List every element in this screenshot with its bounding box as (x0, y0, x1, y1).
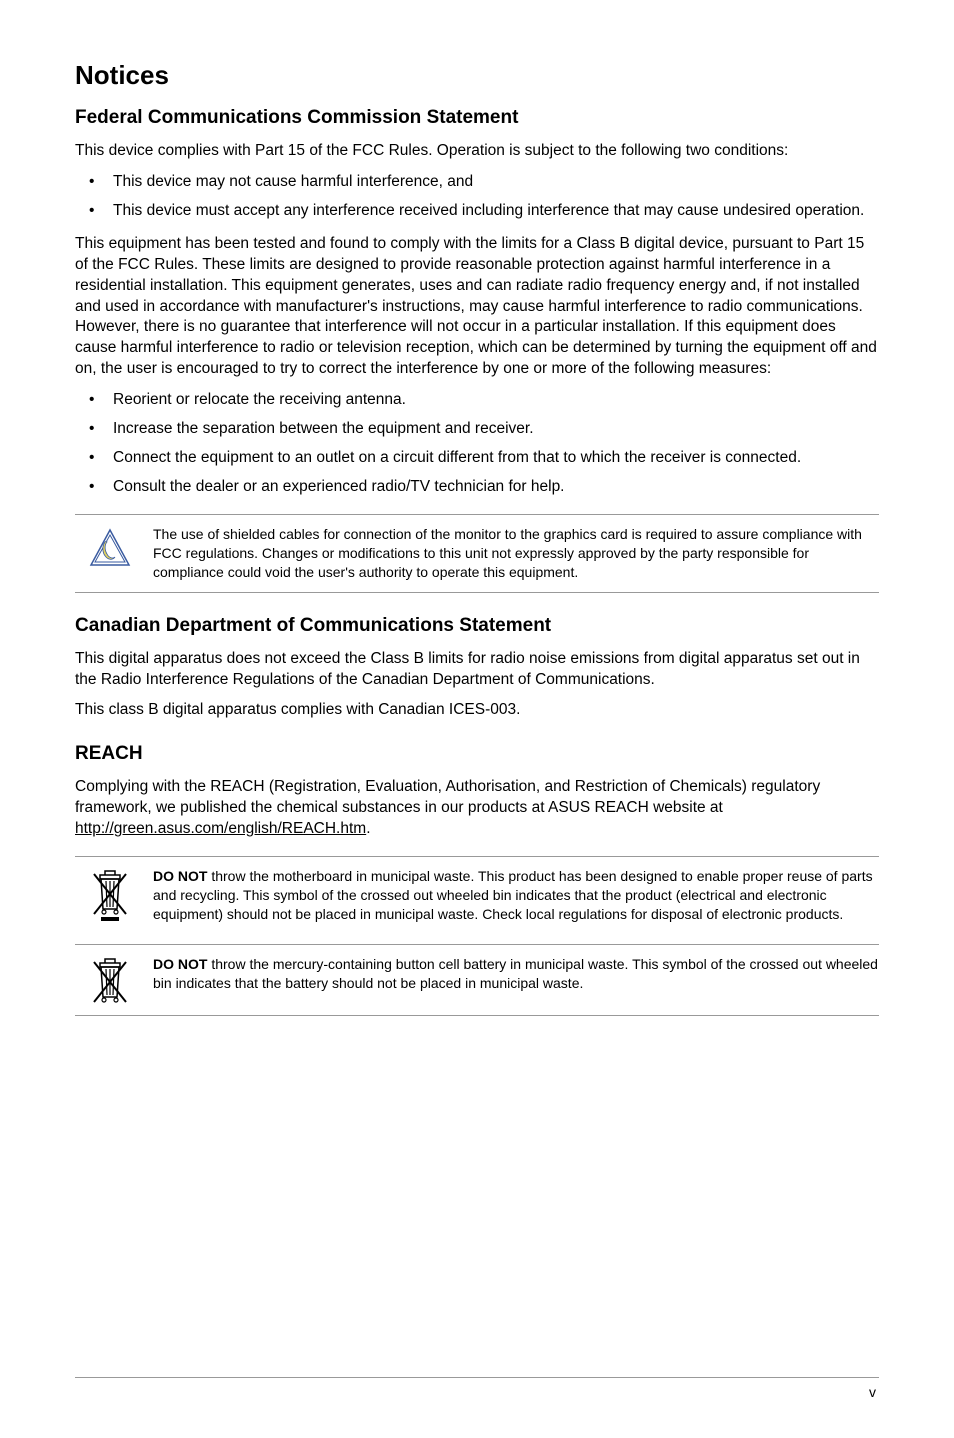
reach-body-prefix: Complying with the REACH (Registration, … (75, 778, 820, 816)
fcc-measures-list: Reorient or relocate the receiving anten… (75, 390, 879, 498)
canadian-heading: Canadian Department of Communications St… (75, 615, 879, 637)
reach-section: REACH Complying with the REACH (Registra… (75, 743, 879, 1015)
callout-rest: throw the mercury-containing button cell… (153, 956, 878, 991)
reach-callout-1-text: DO NOT throw the motherboard in municipa… (145, 867, 879, 924)
warning-icon (75, 525, 145, 569)
weee-bin-icon (75, 867, 145, 921)
footer-rule (75, 1377, 879, 1378)
canadian-p2: This class B digital apparatus complies … (75, 700, 879, 721)
do-not-bold: DO NOT (153, 868, 207, 884)
list-item: Reorient or relocate the receiving anten… (75, 390, 879, 411)
page-number: v (869, 1384, 876, 1400)
list-item: This device may not cause harmful interf… (75, 172, 879, 193)
reach-body-suffix: . (366, 820, 370, 837)
canadian-section: Canadian Department of Communications St… (75, 615, 879, 722)
fcc-heading: Federal Communications Commission Statem… (75, 107, 879, 129)
fcc-body: This equipment has been tested and found… (75, 234, 879, 380)
page-title: Notices (75, 60, 879, 91)
callout-rest: throw the motherboard in municipal waste… (153, 868, 873, 922)
reach-callout-1: DO NOT throw the motherboard in municipa… (75, 856, 879, 928)
list-item: Consult the dealer or an experienced rad… (75, 477, 879, 498)
list-item: Increase the separation between the equi… (75, 419, 879, 440)
canadian-p1: This digital apparatus does not exceed t… (75, 649, 879, 691)
list-item: This device must accept any interference… (75, 201, 879, 222)
reach-body: Complying with the REACH (Registration, … (75, 777, 879, 840)
fcc-intro: This device complies with Part 15 of the… (75, 141, 879, 162)
list-item: Connect the equipment to an outlet on a … (75, 448, 879, 469)
fcc-callout: The use of shielded cables for connectio… (75, 514, 879, 593)
reach-url: http://green.asus.com/english/REACH.htm (75, 820, 366, 837)
do-not-bold: DO NOT (153, 956, 207, 972)
reach-heading: REACH (75, 743, 879, 765)
reach-callout-2-text: DO NOT throw the mercury-containing butt… (145, 955, 879, 993)
fcc-conditions-list: This device may not cause harmful interf… (75, 172, 879, 222)
reach-callout-2: DO NOT throw the mercury-containing butt… (75, 944, 879, 1016)
fcc-section: Federal Communications Commission Statem… (75, 107, 879, 593)
weee-bin-icon (75, 955, 145, 1005)
fcc-callout-text: The use of shielded cables for connectio… (145, 525, 879, 582)
